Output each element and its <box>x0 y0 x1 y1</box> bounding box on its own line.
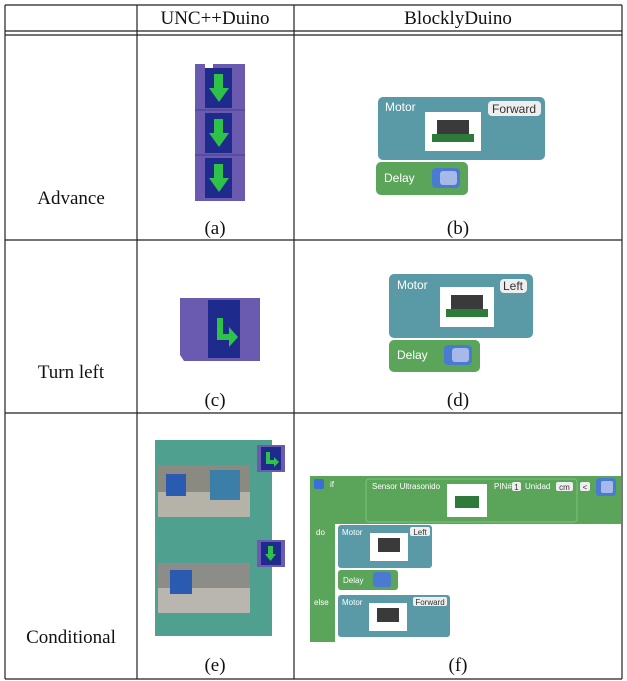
unc-conditional <box>155 440 285 636</box>
block-text: Motor <box>342 528 363 537</box>
blockly-conditional: if Sensor Ultrasonido PIN# 1 Unidad cm <… <box>310 476 621 642</box>
block-text: PIN# <box>494 482 512 491</box>
block-field: Forward <box>415 598 444 607</box>
block-field: Forward <box>492 102 536 116</box>
unc-turn-block <box>180 298 260 361</box>
caption: (b) <box>447 218 469 239</box>
block-text: if <box>330 480 335 489</box>
blockly-turn-left: Motor Left Delay <box>389 274 533 372</box>
block-text: do <box>316 528 325 537</box>
caption: (e) <box>204 655 225 676</box>
caption: (c) <box>204 390 225 411</box>
block-field: cm <box>559 483 570 492</box>
caption: (f) <box>449 655 468 676</box>
block-text: Motor <box>397 278 428 292</box>
block-text: Delay <box>384 171 415 185</box>
unc-advance-blocks <box>195 64 245 201</box>
caption: (a) <box>204 218 225 239</box>
block-text: Delay <box>397 348 428 362</box>
caption: (d) <box>447 390 469 411</box>
block-text: Motor <box>385 100 416 114</box>
block-text: Unidad <box>525 482 550 491</box>
row-label: Conditional <box>26 627 116 648</box>
block-field: Left <box>503 279 524 293</box>
block-text: else <box>314 598 329 607</box>
block-text: Sensor Ultrasonido <box>372 482 441 491</box>
blockly-advance: Motor Forward Delay <box>376 97 545 195</box>
block-field: < <box>583 483 588 492</box>
header-cell: UNC++Duino <box>160 8 269 29</box>
table-rules <box>4 4 623 680</box>
block-field: Left <box>413 528 427 537</box>
header-cell: BlocklyDuino <box>404 8 512 29</box>
row-label: Turn left <box>38 362 105 383</box>
block-field: 1 <box>514 483 519 492</box>
block-text: Delay <box>343 576 363 585</box>
row-label: Advance <box>37 188 105 209</box>
block-text: Motor <box>342 598 363 607</box>
